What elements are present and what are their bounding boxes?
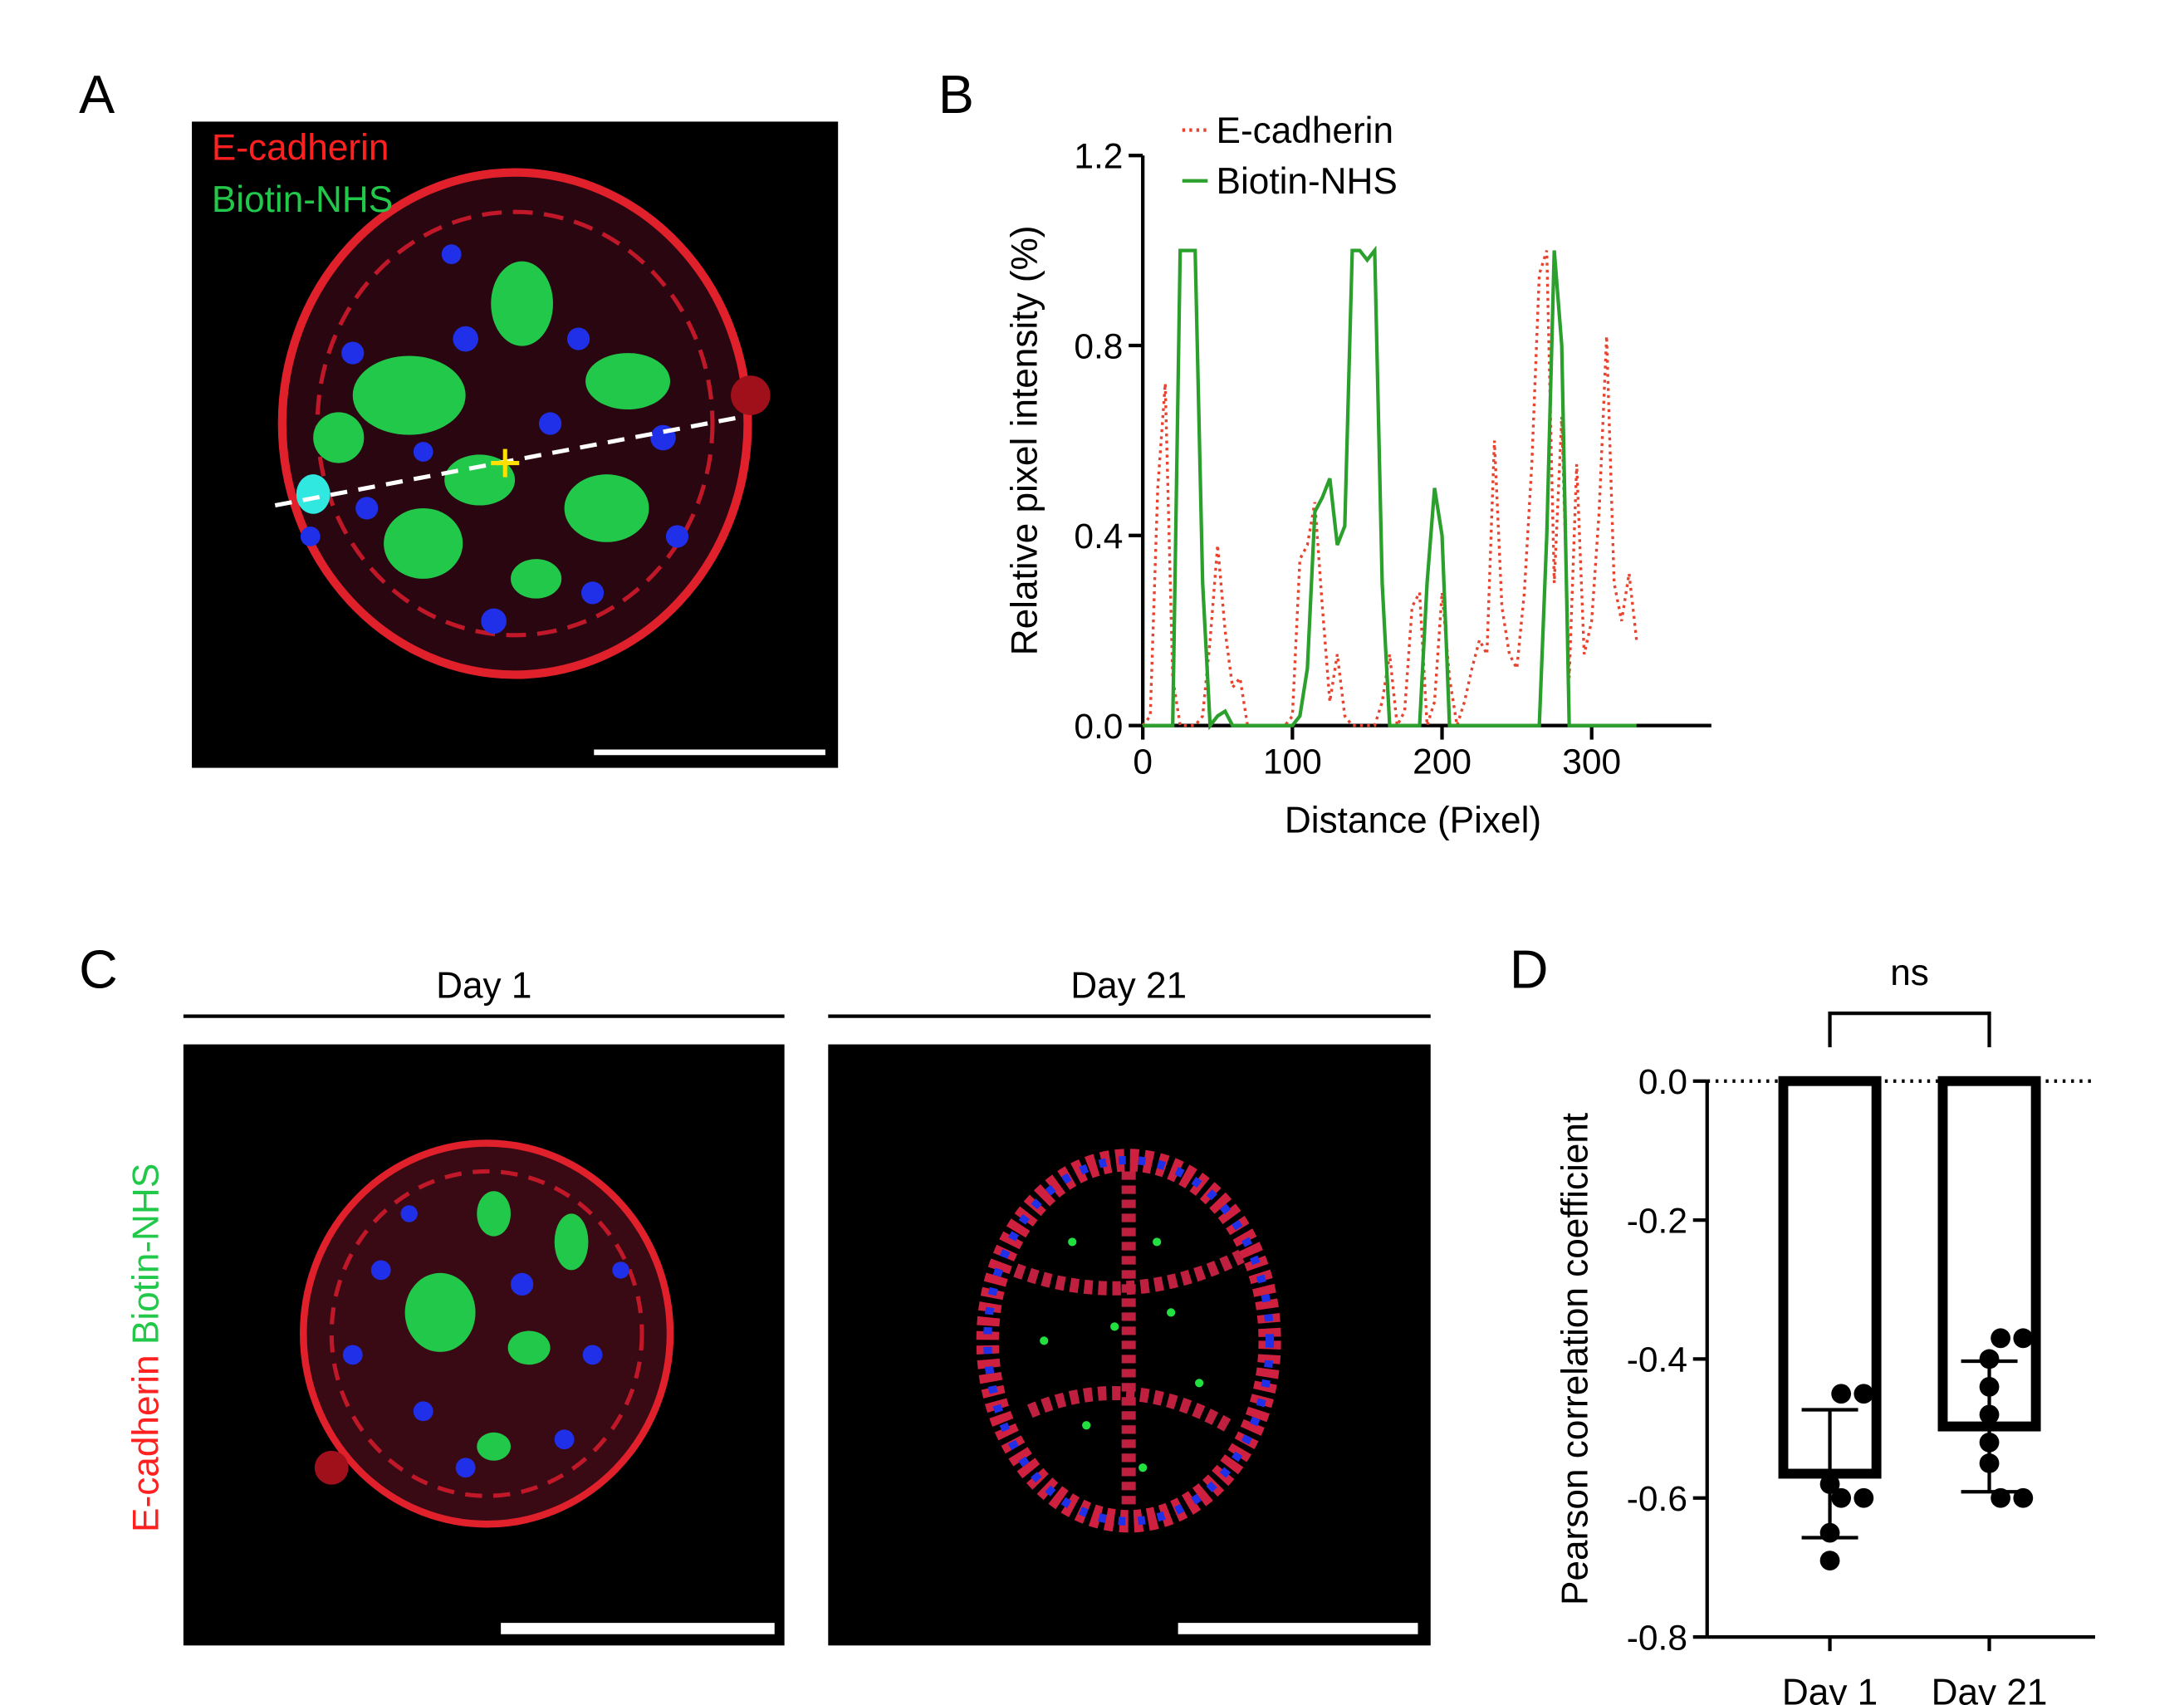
- micrograph-a: [192, 121, 839, 768]
- data-point: [1819, 1551, 1840, 1570]
- legend-label: E-cadherin: [1217, 110, 1394, 151]
- y-tick-label: 0.8: [1074, 326, 1123, 365]
- series-line: [1143, 245, 1637, 731]
- data-point: [1819, 1474, 1840, 1494]
- y-axis-label: Relative pixel intensity (%): [1005, 225, 1045, 655]
- x-tick-label: 300: [1562, 742, 1621, 781]
- data-point: [1991, 1487, 2011, 1508]
- data-point: [1979, 1377, 2000, 1397]
- x-tick-label: 200: [1413, 742, 1472, 781]
- data-point: [1853, 1384, 1874, 1404]
- panel-letter: D: [1510, 940, 1549, 1000]
- panel-letter: C: [79, 940, 118, 1000]
- micrograph-c1: [183, 1044, 785, 1646]
- stain-label: Biotin-NHS: [125, 1164, 166, 1345]
- y-tick-label: -0.4: [1627, 1340, 1687, 1379]
- panel-letter: B: [938, 65, 974, 125]
- series-line: [1141, 250, 1638, 731]
- data-point: [2013, 1487, 2034, 1508]
- stain-label-vertical: E-cadherin Biotin-NHS: [125, 1164, 166, 1532]
- image-title: Day 1: [436, 965, 531, 1006]
- stain-label: E-cadherin: [212, 127, 389, 168]
- y-tick-label: 1.2: [1074, 137, 1123, 176]
- y-tick-label: -0.8: [1627, 1618, 1687, 1657]
- x-tick-label: 0: [1133, 742, 1153, 781]
- image-title: Day 21: [1070, 965, 1187, 1006]
- data-point: [1853, 1487, 1874, 1508]
- data-point: [2013, 1328, 2034, 1349]
- significance-label: ns: [1890, 953, 1929, 993]
- y-tick-label: -0.6: [1627, 1479, 1687, 1518]
- data-point: [1979, 1404, 2000, 1425]
- legend-label: Biotin-NHS: [1217, 161, 1398, 202]
- x-tick-label: Day 1: [1782, 1673, 1878, 1705]
- data-point: [1819, 1522, 1840, 1543]
- data-point: [1979, 1453, 2000, 1473]
- panel-letter: A: [79, 65, 115, 125]
- x-tick-label: Day 21: [1932, 1673, 2048, 1705]
- data-point: [1979, 1432, 2000, 1453]
- data-point: [1979, 1349, 2000, 1369]
- x-tick-label: 100: [1263, 742, 1322, 781]
- significance-bracket: [1828, 1012, 1991, 1047]
- data-point: [1991, 1328, 2011, 1349]
- y-tick-label: 0.4: [1074, 517, 1123, 556]
- data-point: [1831, 1487, 1852, 1508]
- y-axis-label: Pearson correlation coefficient: [1555, 1113, 1595, 1605]
- y-tick-label: 0.0: [1074, 707, 1123, 746]
- data-point: [1831, 1384, 1852, 1404]
- x-axis-label: Distance (Pixel): [1285, 801, 1541, 841]
- stain-label: Biotin-NHS: [212, 179, 393, 220]
- micrograph-c2: [828, 1044, 1431, 1646]
- y-tick-label: -0.2: [1627, 1201, 1687, 1240]
- stain-label: E-cadherin: [125, 1355, 166, 1532]
- y-tick-label: 0.0: [1638, 1062, 1687, 1101]
